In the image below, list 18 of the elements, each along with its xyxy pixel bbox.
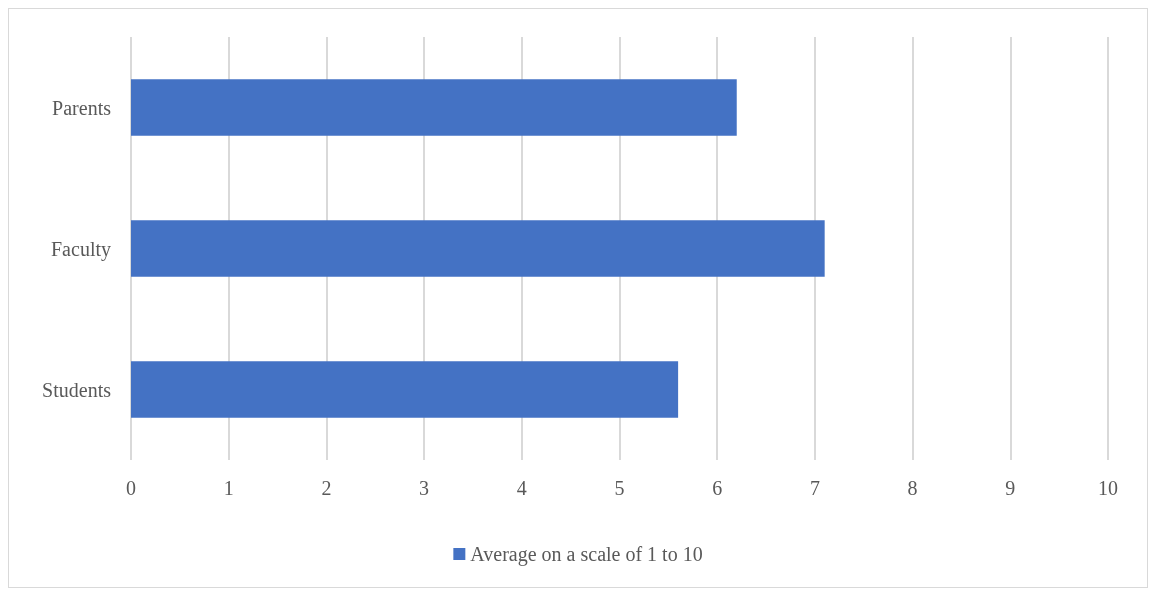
x-tick-label: 4: [516, 477, 527, 499]
x-tick-label: 10: [1098, 477, 1118, 499]
x-tick-label: 7: [809, 477, 820, 499]
x-tick-label: 1: [223, 477, 234, 499]
x-tick-label: 9: [1005, 477, 1016, 499]
bar: [131, 79, 737, 136]
y-tick-label: Students: [42, 378, 112, 401]
x-tick-label: 8: [907, 477, 918, 499]
bar: [131, 361, 679, 418]
bar: [131, 220, 825, 277]
x-tick-label: 5: [614, 477, 625, 499]
x-tick-label: 6: [712, 477, 723, 499]
y-tick-label: Parents: [52, 96, 112, 119]
legend-label: Average on a scale of 1 to 10: [470, 543, 703, 566]
x-tick-label: 3: [419, 477, 430, 499]
x-tick-label: 2: [321, 477, 332, 499]
x-tick-label: 0: [126, 477, 136, 499]
y-tick-label: Faculty: [51, 237, 111, 261]
